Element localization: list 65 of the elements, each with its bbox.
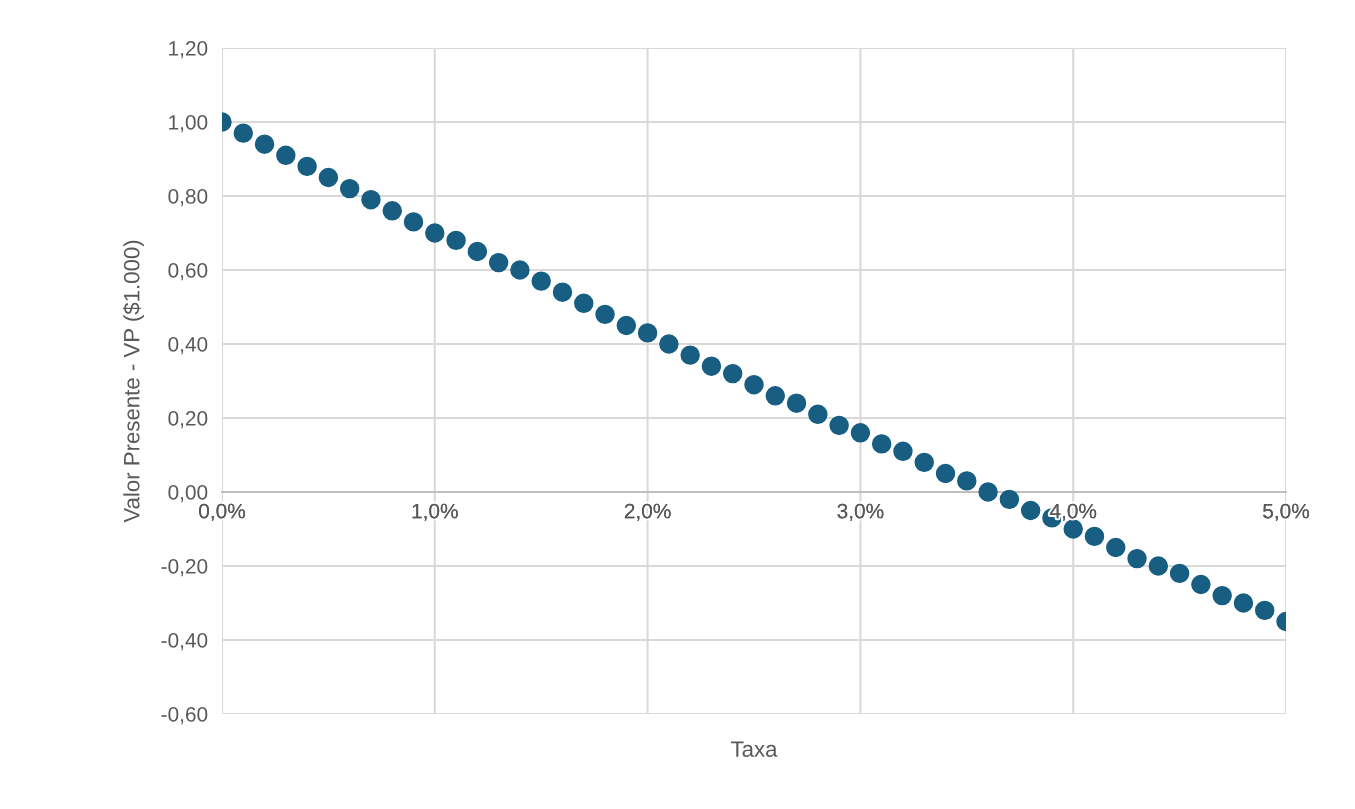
y-tick-label: 0,20 xyxy=(168,411,208,429)
y-tick-label: 0,00 xyxy=(168,485,208,503)
point xyxy=(446,230,466,251)
y-tick-label: -0,60 xyxy=(161,707,208,725)
y-tick-label: -0,40 xyxy=(161,633,208,651)
point xyxy=(297,156,317,177)
y-tick-label: 0,40 xyxy=(168,337,208,355)
point xyxy=(893,441,913,462)
y-tick-label: 1,20 xyxy=(169,41,208,59)
point xyxy=(850,423,871,443)
point xyxy=(1127,548,1147,569)
point xyxy=(999,489,1020,510)
point xyxy=(233,123,254,143)
point xyxy=(382,201,402,221)
point xyxy=(1191,574,1211,595)
point xyxy=(276,145,296,166)
point xyxy=(488,252,509,273)
point xyxy=(552,282,573,302)
point xyxy=(595,304,615,325)
point xyxy=(1084,526,1105,547)
point xyxy=(467,241,488,262)
x-tick-label: 1,0% xyxy=(412,503,458,521)
point xyxy=(680,345,700,365)
x-tick-label: 2,0% xyxy=(624,503,671,521)
point xyxy=(616,315,637,336)
point xyxy=(765,386,786,406)
point xyxy=(1169,563,1190,584)
point xyxy=(574,293,594,314)
point xyxy=(425,223,445,243)
point xyxy=(701,356,722,376)
point xyxy=(935,463,956,484)
y-axis-title: Valor Presente - VP ($1.000) xyxy=(122,240,144,523)
point xyxy=(531,271,551,291)
point xyxy=(1020,500,1041,521)
point xyxy=(1233,593,1254,613)
y-tick-label: -0,20 xyxy=(161,559,208,577)
point xyxy=(1063,519,1083,539)
point xyxy=(957,471,977,491)
point xyxy=(403,212,424,232)
point xyxy=(659,334,679,354)
x-tick-label: 3,0% xyxy=(837,503,884,521)
point xyxy=(318,167,339,188)
y-tick-label: 1,00 xyxy=(169,115,208,133)
point xyxy=(510,260,530,280)
point xyxy=(914,452,934,473)
point xyxy=(871,434,892,454)
y-tick-label: 0,80 xyxy=(168,189,208,207)
point xyxy=(1106,537,1126,558)
point xyxy=(339,178,360,199)
x-tick-label: 5,0% xyxy=(1263,503,1309,521)
y-tick-label: 0,60 xyxy=(168,263,208,281)
point xyxy=(1254,600,1275,621)
point xyxy=(1212,585,1232,606)
point xyxy=(978,482,998,502)
point xyxy=(722,363,743,384)
x-tick-label: 0,0% xyxy=(199,503,245,521)
point xyxy=(637,323,658,343)
x-axis-title: Taxa xyxy=(731,741,778,757)
point xyxy=(808,404,828,425)
point xyxy=(744,374,764,395)
point xyxy=(829,415,849,436)
point xyxy=(1148,556,1169,576)
point xyxy=(361,189,381,210)
point xyxy=(786,393,807,413)
point xyxy=(254,134,275,154)
